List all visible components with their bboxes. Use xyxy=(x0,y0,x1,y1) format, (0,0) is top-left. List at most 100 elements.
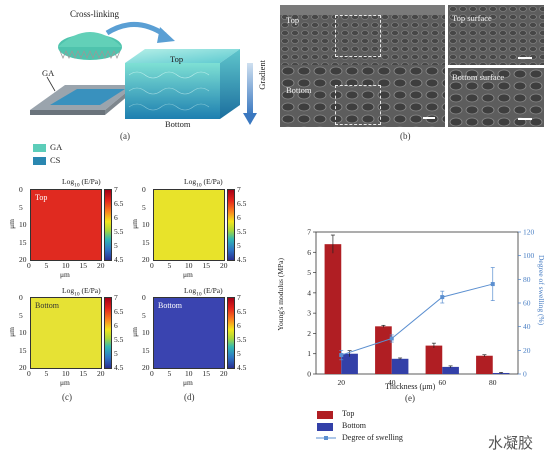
y-tick: 0 xyxy=(19,293,23,302)
y-tick: 20 xyxy=(19,255,27,264)
sem-cross-section: Top Bottom xyxy=(280,5,445,127)
colorbar-tick: 4.5 xyxy=(114,255,124,264)
x-tick: 15 xyxy=(79,369,88,378)
gradient-arrow xyxy=(247,63,253,115)
y-tick-label: 5 xyxy=(307,268,311,277)
y-tick-label: 3 xyxy=(307,309,311,318)
y2-tick-label: 80 xyxy=(523,275,531,284)
colorbar-tick: 6.5 xyxy=(237,199,247,208)
thin-film xyxy=(50,89,125,105)
colorbar-tick: 6 xyxy=(114,321,118,330)
x-tick-label: 20 xyxy=(338,378,346,387)
panel-b-letter: (b) xyxy=(400,131,411,141)
x-tick-label: 80 xyxy=(489,378,497,387)
bar-top xyxy=(324,244,342,374)
cross-linking-label: Cross-linking xyxy=(70,9,120,19)
colorbar-tick: 7 xyxy=(237,293,241,302)
colorbar-tick: 5 xyxy=(114,241,118,250)
y-tick: 15 xyxy=(142,237,150,247)
colorbar-tick: 7 xyxy=(237,185,241,194)
heatmap-title: Log10 (E/Pa) xyxy=(62,286,101,298)
scale-bar xyxy=(518,118,532,120)
y2-axis-label: Degree of swelling (%) xyxy=(537,255,546,326)
y-tick-label: 4 xyxy=(307,288,311,297)
x-tick: 0 xyxy=(27,261,31,270)
roi-top-box xyxy=(335,15,381,57)
ga-label: GA xyxy=(42,68,55,78)
colorbar-tick: 4.5 xyxy=(237,363,247,372)
x-tick: 15 xyxy=(202,369,211,378)
y-tick-label: 7 xyxy=(307,228,311,237)
x-tick: 0 xyxy=(27,369,31,378)
legend-top-label: Top xyxy=(342,409,355,418)
top-label: Top xyxy=(170,54,184,64)
y-axis-label: μm xyxy=(130,327,139,337)
legend-top-swatch xyxy=(317,411,333,419)
colorbar-tick: 7 xyxy=(114,185,118,194)
y-tick: 10 xyxy=(142,328,150,337)
bottom-surface-label: Bottom surface xyxy=(452,72,505,82)
x-axis-label: μm xyxy=(183,270,193,279)
colorbar-tick: 6.5 xyxy=(237,307,247,316)
swelling-point xyxy=(490,282,495,287)
x-tick: 20 xyxy=(97,261,105,270)
x-tick: 20 xyxy=(97,369,105,378)
swelling-point xyxy=(339,353,344,358)
y2-tick-label: 20 xyxy=(523,346,531,355)
colorbar xyxy=(227,297,235,369)
x-axis-label: μm xyxy=(183,378,193,387)
colorbar xyxy=(104,189,112,261)
x-tick: 10 xyxy=(185,261,193,270)
colorbar-tick: 6.5 xyxy=(114,199,124,208)
colorbar-tick: 6 xyxy=(114,213,118,222)
bar-bottom xyxy=(442,366,459,374)
y-tick: 5 xyxy=(142,310,146,320)
y-tick: 15 xyxy=(19,345,27,355)
heatmap-bottom-left xyxy=(30,297,102,369)
x-tick: 0 xyxy=(150,261,154,270)
x-axis-label: Thickness (μm) xyxy=(385,382,436,391)
y2-tick-label: 0 xyxy=(523,370,527,379)
x-tick-label: 40 xyxy=(388,378,396,387)
colorbar-tick: 4.5 xyxy=(237,255,247,264)
y-tick-label: 6 xyxy=(307,248,311,257)
y-tick-label: 0 xyxy=(307,370,311,379)
colorbar-tick: 6.5 xyxy=(114,307,124,316)
x-tick: 5 xyxy=(167,261,172,270)
y-tick: 0 xyxy=(19,185,23,194)
y-tick: 5 xyxy=(19,310,23,320)
y2-tick-label: 40 xyxy=(523,322,531,331)
y-tick-label: 1 xyxy=(307,349,311,358)
cs-legend-label: CS xyxy=(50,155,61,165)
ga-swatch xyxy=(33,144,46,152)
sem-texture xyxy=(280,5,445,127)
colorbar-tick: 4.5 xyxy=(114,363,124,372)
colorbar xyxy=(104,297,112,369)
x-axis-label: μm xyxy=(60,378,70,387)
x-tick-label: 60 xyxy=(439,378,447,387)
y-tick: 20 xyxy=(142,363,150,372)
ga-legend-label: GA xyxy=(50,142,63,152)
bottom-label: Bottom xyxy=(165,119,191,129)
crosslinking-schematic xyxy=(30,22,257,125)
colorbar-tick: 5.5 xyxy=(114,227,124,236)
colorbar-tick: 5.5 xyxy=(237,227,247,236)
scale-bar xyxy=(518,57,532,59)
modulus-swelling-chart: 0 1 2 3 4 5 6 7 0 20 40 60 80 100 120 20 40 60 80 xyxy=(307,228,535,388)
y-tick: 0 xyxy=(142,293,146,302)
heatmap-top-right xyxy=(153,189,225,261)
x-axis-label: μm xyxy=(60,270,70,279)
x-tick: 10 xyxy=(62,261,70,270)
x-tick: 15 xyxy=(79,261,88,270)
heatmap-title: Log10 (E/Pa) xyxy=(184,286,223,298)
y-tick: 5 xyxy=(19,202,23,212)
swelling-line xyxy=(341,283,493,356)
colorbar-tick: 5 xyxy=(237,241,241,250)
y-tick: 5 xyxy=(142,202,146,212)
y2-tick-label: 100 xyxy=(523,251,535,260)
hydrogel-block xyxy=(125,49,240,63)
colorbar-tick: 6 xyxy=(237,213,241,222)
y-tick: 20 xyxy=(19,363,27,372)
y-tick: 15 xyxy=(142,345,150,355)
y-tick: 10 xyxy=(19,220,27,229)
